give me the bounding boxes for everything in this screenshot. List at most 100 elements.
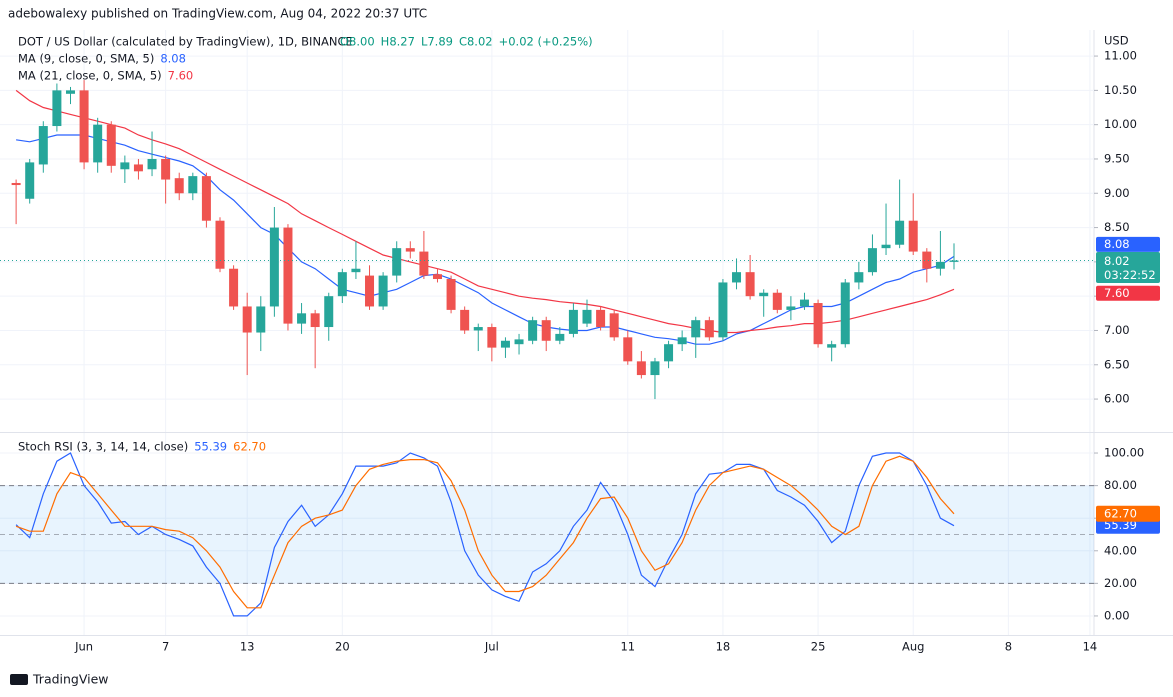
ohlc-legend: H8.27 (381, 35, 415, 49)
candle-body (759, 292, 769, 297)
ohlc-legend: O8.00 (340, 35, 375, 49)
x-tick-label: 20 (335, 640, 350, 654)
candle-body (446, 279, 456, 310)
candle-body (650, 361, 660, 376)
candle-body (881, 244, 891, 249)
candle-body (541, 320, 551, 341)
candle-body (922, 251, 932, 269)
x-tick-label: 7 (162, 640, 169, 654)
legend-value: 55.39 (194, 440, 227, 454)
value-tag (1096, 505, 1160, 522)
legend-value: 7.60 (168, 69, 194, 83)
ohlc-legend: L7.89 (421, 35, 453, 49)
candle-body (337, 272, 347, 297)
candle-body (79, 90, 89, 163)
ma-tag-label: 8.08 (1104, 237, 1130, 251)
candle-body (704, 320, 714, 338)
x-tick-label: 25 (811, 640, 826, 654)
candle-body (528, 320, 538, 341)
y-tick-label: 10.50 (1104, 83, 1137, 97)
candle-body (133, 164, 143, 172)
candle-body (256, 306, 266, 333)
candle-body (772, 292, 782, 310)
candle-body (609, 313, 619, 338)
candle-body (487, 327, 497, 348)
candle-body (827, 344, 837, 348)
legend-name: MA (21, close, 0, SMA, 5) (18, 69, 162, 83)
y-tick-label: 20.00 (1104, 576, 1137, 590)
candle-body (813, 303, 823, 345)
ma-tag (1096, 285, 1160, 301)
y-tick-label: 11.00 (1104, 49, 1137, 63)
candle-body (378, 275, 388, 307)
candle-body (405, 248, 415, 252)
candle-body (514, 339, 524, 345)
legend-name: MA (9, close, 0, SMA, 5) (18, 52, 154, 66)
candle-body (664, 344, 674, 362)
candle-body (500, 340, 510, 348)
y-axis-label: USD (1104, 34, 1129, 48)
price-tag (1096, 251, 1160, 283)
x-tick-label: 14 (1083, 640, 1098, 654)
candle-body (38, 126, 48, 165)
y-tick-label: 10.00 (1104, 117, 1137, 131)
candle-body (691, 320, 701, 338)
candle-body (242, 306, 252, 333)
value-tag-label: 62.70 (1104, 506, 1137, 520)
pane: 6.006.507.007.508.008.509.009.5010.0010.… (0, 30, 1160, 432)
ma-tag-label: 7.60 (1104, 286, 1130, 300)
candle-body (365, 275, 375, 307)
candle-body (161, 158, 171, 180)
ma-tag (1096, 236, 1160, 252)
candle-body (229, 268, 239, 307)
candle-body (555, 333, 565, 341)
candle-body (582, 309, 592, 324)
candle-body (324, 296, 334, 328)
candle-body (949, 260, 959, 262)
series-line (15, 89, 955, 334)
price-tag-label: 8.02 (1104, 254, 1130, 268)
legend-title: Stoch RSI (3, 3, 14, 14, close) (18, 440, 188, 454)
candle-body (269, 227, 279, 307)
x-tick-label: 13 (240, 640, 255, 654)
candle-body (65, 90, 75, 94)
candle-body (677, 337, 687, 345)
candle-body (799, 299, 809, 307)
candle-body (174, 178, 184, 194)
candle-body (732, 272, 742, 283)
candle-body (745, 272, 755, 297)
x-tick-label: Jun (74, 640, 93, 654)
x-tick-label: Jul (484, 640, 499, 654)
legend-title: DOT / US Dollar (calculated by TradingVi… (18, 35, 353, 49)
y-tick-label: 8.50 (1104, 220, 1130, 234)
countdown: 03:22:52 (1104, 268, 1156, 282)
candle-body (310, 313, 320, 328)
candle-body (840, 282, 850, 345)
candle-body (106, 124, 116, 166)
candle-body (473, 327, 483, 331)
y-tick-label: 9.50 (1104, 151, 1130, 165)
series-line (16, 134, 955, 345)
brand-text: TradingView (32, 672, 109, 687)
y-tick-label: 9.00 (1104, 186, 1130, 200)
candle-body (93, 124, 103, 163)
y-tick-label: 6.50 (1104, 357, 1130, 371)
candle-body (188, 176, 198, 194)
candle-body (460, 309, 470, 331)
candle-body (718, 282, 728, 338)
legend-value: 62.70 (233, 440, 266, 454)
candle-body (283, 227, 293, 324)
candle-body (854, 272, 864, 283)
candle-body (419, 251, 429, 276)
y-tick-label: 0.00 (1104, 608, 1130, 622)
header-text: adebowalexy published on TradingView.com… (8, 7, 427, 21)
brand: TradingView (10, 672, 109, 687)
candle-body (623, 337, 633, 362)
candle-body (935, 261, 945, 269)
candle-body (392, 248, 402, 276)
y-tick-label: 100.00 (1104, 446, 1144, 460)
x-tick-label: 8 (1005, 640, 1012, 654)
